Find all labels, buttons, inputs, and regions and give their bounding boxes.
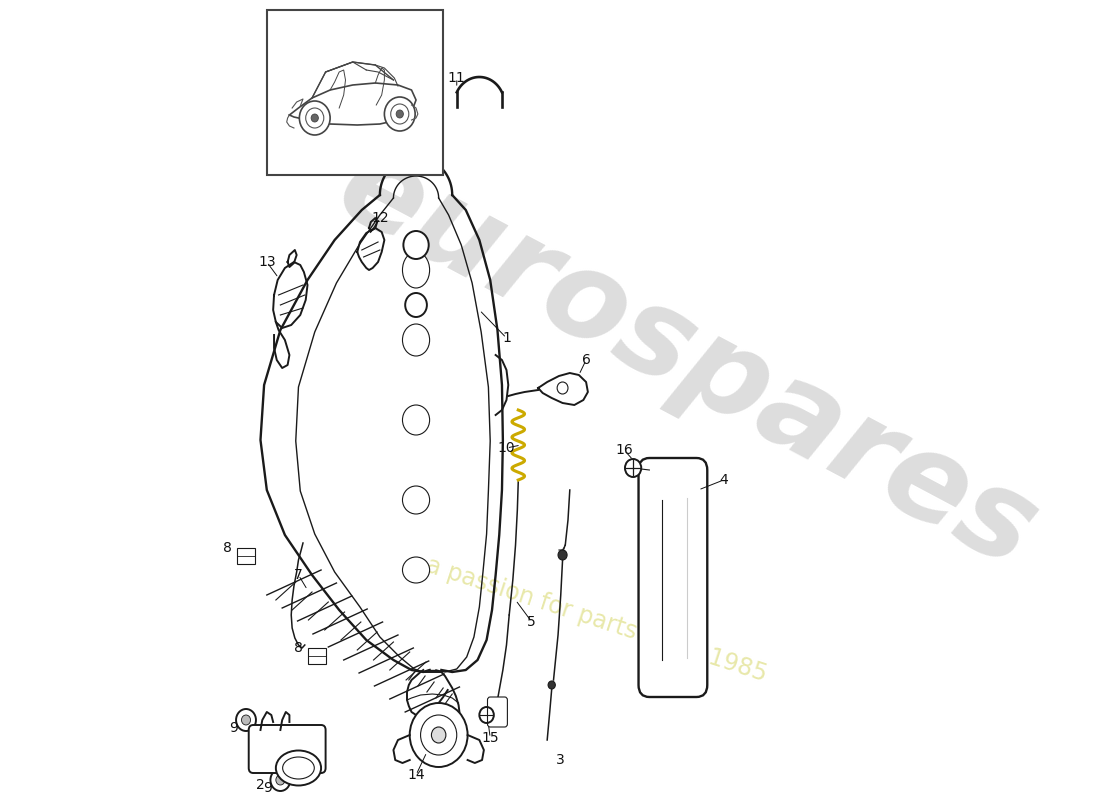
Text: 9: 9 (229, 721, 238, 735)
Text: a passion for parts since 1985: a passion for parts since 1985 (424, 554, 770, 686)
Circle shape (548, 681, 556, 689)
Text: 8: 8 (294, 641, 302, 655)
Circle shape (384, 97, 415, 131)
FancyBboxPatch shape (249, 725, 326, 773)
Circle shape (404, 231, 429, 259)
Bar (236, 548, 255, 564)
Circle shape (271, 769, 290, 791)
Circle shape (431, 727, 446, 743)
Circle shape (557, 382, 568, 394)
Bar (308, 648, 326, 664)
Circle shape (405, 293, 427, 317)
Circle shape (306, 108, 323, 128)
Ellipse shape (403, 252, 430, 288)
Text: 14: 14 (407, 768, 425, 782)
Circle shape (390, 104, 409, 124)
Text: 10: 10 (497, 441, 515, 455)
Text: eurospares: eurospares (319, 127, 1056, 593)
Text: 9: 9 (263, 781, 272, 795)
Circle shape (558, 550, 568, 560)
FancyBboxPatch shape (638, 458, 707, 697)
Circle shape (409, 703, 468, 767)
Bar (267, 10, 443, 175)
Text: 1: 1 (502, 331, 510, 345)
Ellipse shape (403, 486, 430, 514)
Circle shape (299, 101, 330, 135)
Text: 2: 2 (256, 778, 265, 792)
Ellipse shape (403, 557, 430, 583)
FancyBboxPatch shape (487, 697, 507, 727)
Text: 5: 5 (527, 615, 536, 629)
Text: 7: 7 (294, 568, 302, 582)
Circle shape (311, 114, 318, 122)
Text: 15: 15 (482, 731, 499, 745)
Text: 12: 12 (371, 211, 388, 225)
Ellipse shape (276, 750, 321, 786)
Text: 13: 13 (258, 255, 276, 269)
Circle shape (396, 110, 404, 118)
Text: 6: 6 (582, 353, 591, 367)
Text: 8: 8 (223, 541, 232, 555)
Circle shape (625, 459, 641, 477)
Circle shape (420, 715, 456, 755)
Circle shape (480, 707, 494, 723)
Circle shape (276, 775, 285, 785)
Ellipse shape (403, 405, 430, 435)
Text: 11: 11 (448, 71, 465, 85)
Text: 4: 4 (719, 473, 728, 487)
Ellipse shape (283, 757, 315, 779)
Ellipse shape (403, 324, 430, 356)
Circle shape (236, 709, 256, 731)
Circle shape (242, 715, 251, 725)
Text: 16: 16 (615, 443, 632, 457)
Text: 3: 3 (557, 753, 565, 767)
